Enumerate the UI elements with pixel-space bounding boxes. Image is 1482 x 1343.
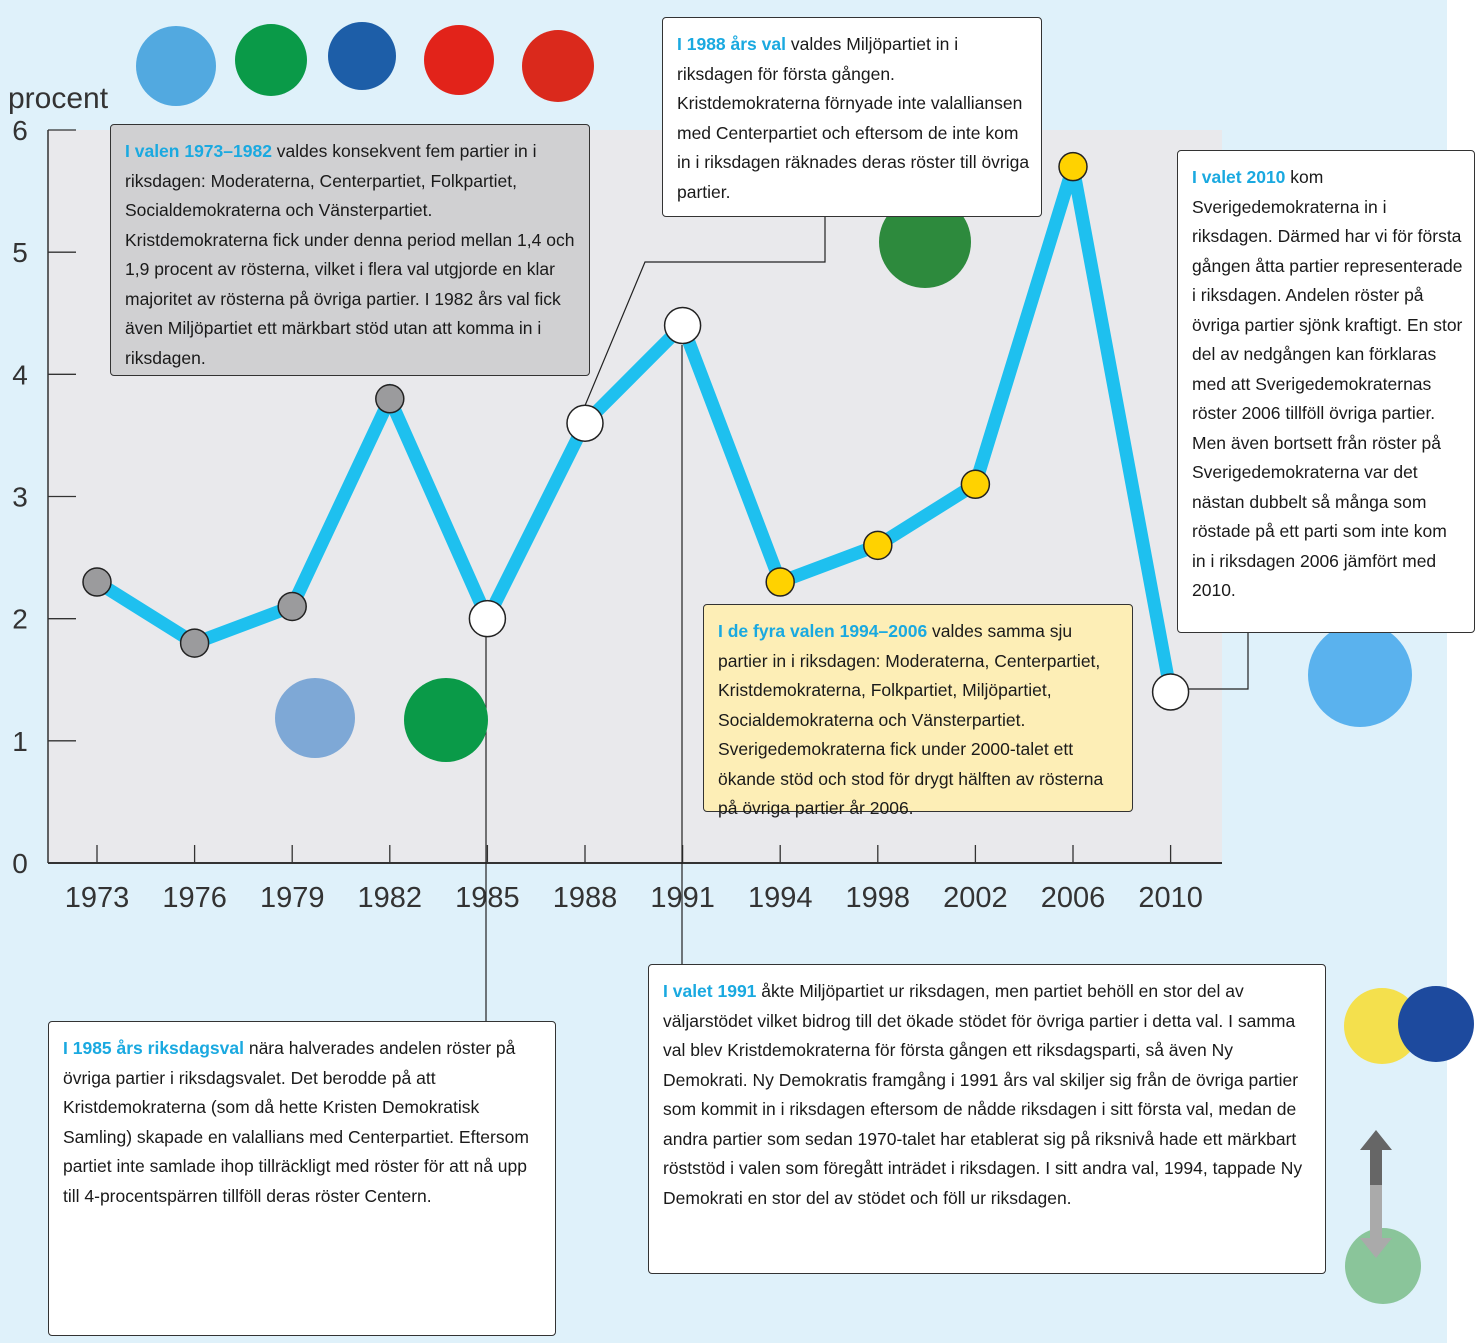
- data-point: [567, 405, 603, 441]
- x-tick-label: 1973: [65, 882, 130, 914]
- page: procent 0 1 2 3 4 5 6 1973 1976 1979 1982 1985 1988 19…: [0, 0, 1482, 1343]
- party-logo: [404, 678, 488, 762]
- annotation-lead: I valen 1973–1982: [125, 141, 272, 161]
- annotation-lead: I de fyra valen 1994–2006: [718, 621, 927, 641]
- party-logo: [1308, 623, 1412, 727]
- party-logo: [235, 24, 307, 96]
- data-point: [469, 601, 505, 637]
- annotation-lead: I 1988 års val: [677, 34, 786, 54]
- annotation-lead: I 1985 års riksdagsval: [63, 1038, 244, 1058]
- x-tick-label: 1998: [846, 882, 911, 914]
- annotation-text: valdes konsekvent fem partier in i riksd…: [125, 141, 574, 368]
- x-tick-label: 2010: [1138, 882, 1203, 914]
- x-tick-label: 1979: [260, 882, 325, 914]
- data-point: [1153, 674, 1189, 710]
- annotation-text: nära halverades andelen röster på övriga…: [63, 1038, 529, 1206]
- annotation-text: åkte Miljöpartiet ur riksdagen, men part…: [663, 981, 1302, 1208]
- annotation-lead: I valet 2010: [1192, 167, 1285, 187]
- data-point: [278, 592, 306, 620]
- y-tick-label: 0: [12, 848, 28, 879]
- annotation-text: kom Sverigedemokraterna in i riksdagen. …: [1192, 167, 1462, 600]
- x-tick-label: 2002: [943, 882, 1008, 914]
- x-tick-label: 1976: [162, 882, 227, 914]
- data-point: [665, 307, 701, 343]
- annotation-box: I de fyra valen 1994–2006 valdes samma s…: [703, 604, 1133, 812]
- x-tick-label: 1994: [748, 882, 813, 914]
- data-point: [864, 531, 892, 559]
- y-tick-label: 1: [12, 726, 28, 757]
- party-logo: [328, 22, 396, 90]
- data-point: [181, 629, 209, 657]
- annotation-box: I valet 2010 kom Sverigedemokraterna in …: [1177, 150, 1475, 633]
- data-point: [376, 385, 404, 413]
- annotation-text: valdes Miljöpartiet in i riksdagen för f…: [677, 34, 1029, 202]
- party-logo: [522, 30, 594, 102]
- y-tick-label: 6: [12, 115, 28, 146]
- y-tick-label: 4: [12, 359, 28, 390]
- party-logo: [424, 25, 494, 95]
- party-logo: [275, 678, 355, 758]
- annotation-box: I 1988 års val valdes Miljöpartiet in i …: [662, 17, 1042, 217]
- data-point: [961, 470, 989, 498]
- x-tick-label: 1988: [553, 882, 618, 914]
- x-tick-label: 2006: [1041, 882, 1106, 914]
- y-tick-label: 3: [12, 482, 28, 513]
- party-logo: [1398, 986, 1474, 1062]
- annotation-box: I valet 1991 åkte Miljöpartiet ur riksda…: [648, 964, 1326, 1274]
- y-tick-label: 5: [12, 237, 28, 268]
- y-tick-label: 2: [12, 604, 28, 635]
- x-tick-label: 1982: [358, 882, 423, 914]
- annotation-box: I valen 1973–1982 valdes konsekvent fem …: [110, 124, 590, 376]
- x-tick-label: 1985: [455, 882, 520, 914]
- data-point: [1059, 153, 1087, 181]
- y-axis-label: procent: [8, 82, 109, 115]
- party-logo: [136, 26, 216, 106]
- annotation-box: I 1985 års riksdagsval nära halverades a…: [48, 1021, 556, 1336]
- annotation-text: valdes samma sju partier in i riksdagen:…: [718, 621, 1103, 818]
- data-point: [83, 568, 111, 596]
- data-point: [766, 568, 794, 596]
- annotation-lead: I valet 1991: [663, 981, 756, 1001]
